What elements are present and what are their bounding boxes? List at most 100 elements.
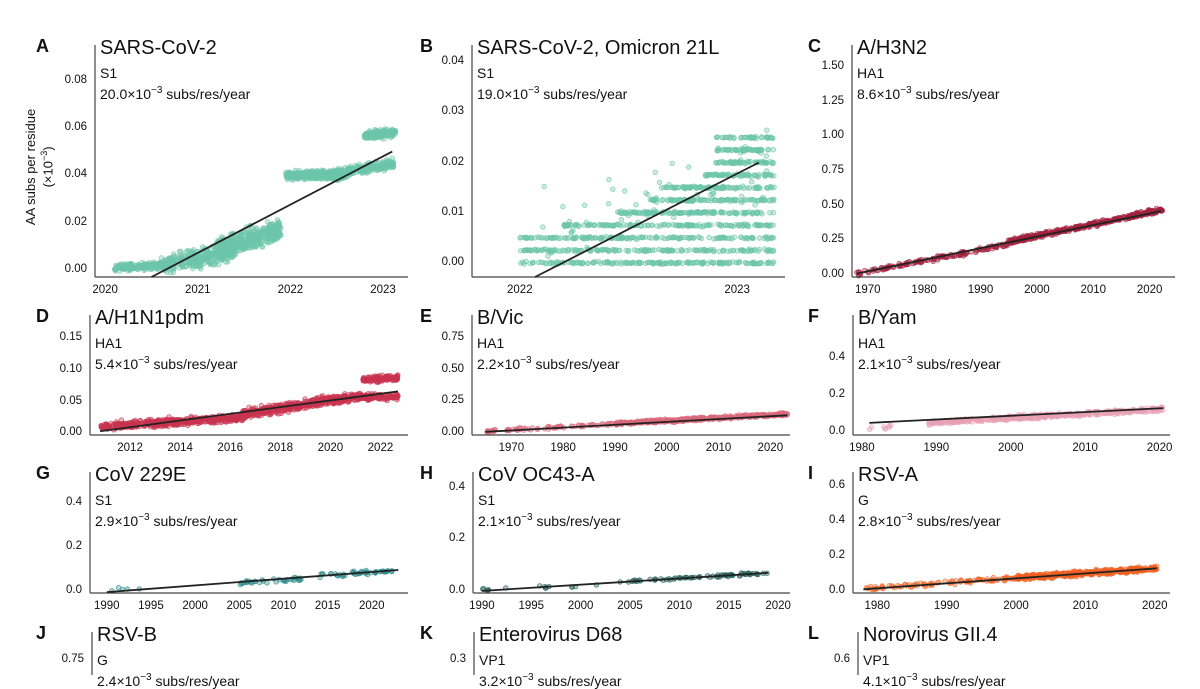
data-point — [768, 135, 773, 140]
data-point — [771, 261, 776, 266]
data-point — [524, 236, 529, 241]
data-point — [720, 173, 725, 178]
data-point — [577, 224, 582, 229]
data-point — [766, 260, 771, 265]
data-point — [389, 165, 394, 170]
data-point — [768, 211, 773, 216]
data-point — [672, 186, 677, 191]
data-point — [610, 262, 615, 267]
data-point — [687, 211, 692, 216]
data-point — [755, 211, 760, 216]
data-point — [771, 161, 776, 166]
data-point — [600, 236, 605, 241]
data-point — [667, 223, 672, 228]
data-point — [764, 169, 769, 174]
panel-B — [472, 45, 785, 277]
data-point — [746, 135, 751, 140]
data-point — [646, 192, 651, 197]
data-point — [747, 210, 752, 215]
data-point — [739, 235, 744, 240]
data-point — [697, 235, 702, 240]
data-point — [592, 260, 597, 265]
data-point — [768, 248, 773, 253]
scatter-points — [99, 373, 400, 432]
data-point — [759, 151, 764, 156]
data-point — [380, 160, 385, 165]
data-point — [541, 225, 546, 230]
data-point — [694, 224, 699, 229]
data-point — [760, 135, 765, 140]
data-point — [654, 196, 659, 201]
data-point — [626, 248, 631, 253]
data-point — [751, 136, 756, 141]
data-point — [268, 410, 273, 415]
data-point — [696, 185, 701, 190]
data-point — [686, 165, 691, 170]
data-point — [236, 244, 241, 249]
data-point — [178, 255, 183, 260]
data-point — [734, 148, 739, 153]
data-point — [611, 187, 616, 192]
data-point — [727, 261, 732, 266]
data-point — [387, 396, 392, 401]
data-point — [643, 223, 648, 228]
data-point — [747, 186, 752, 191]
panel-E — [472, 315, 790, 435]
data-point — [757, 223, 762, 228]
scatter-points — [485, 411, 790, 435]
data-point — [764, 160, 769, 165]
data-point — [738, 158, 743, 163]
data-point — [570, 230, 575, 235]
data-point — [119, 266, 124, 271]
data-point — [272, 226, 277, 231]
data-point — [606, 201, 611, 206]
data-point — [625, 261, 630, 266]
data-point — [741, 224, 746, 229]
data-point — [319, 170, 324, 175]
data-point — [658, 261, 663, 266]
data-point — [585, 261, 590, 266]
data-point — [626, 213, 631, 218]
data-point — [361, 376, 366, 381]
data-point — [574, 261, 579, 266]
scatter-points — [112, 127, 398, 275]
data-point — [697, 248, 702, 253]
trend-line — [151, 152, 392, 277]
data-point — [208, 262, 213, 267]
data-point — [233, 251, 238, 256]
data-point — [768, 173, 773, 178]
data-point — [649, 236, 654, 241]
data-point — [622, 189, 627, 194]
data-point — [681, 185, 686, 190]
data-point — [766, 148, 771, 153]
data-point — [715, 260, 720, 265]
data-point — [730, 198, 735, 203]
data-point — [712, 237, 717, 242]
data-point — [606, 260, 611, 265]
data-point — [731, 248, 736, 253]
data-point — [703, 249, 708, 254]
data-point — [759, 160, 764, 165]
data-point — [612, 223, 617, 228]
data-point — [713, 198, 718, 203]
data-point — [720, 148, 725, 153]
data-point — [628, 222, 633, 227]
trend-line — [857, 211, 1161, 273]
data-point — [621, 235, 626, 240]
data-point — [672, 215, 677, 220]
data-point — [549, 251, 554, 256]
data-point — [685, 222, 690, 227]
data-point — [159, 260, 164, 265]
data-point — [342, 394, 347, 399]
data-point — [329, 395, 334, 400]
data-point — [738, 151, 743, 156]
data-point — [535, 248, 540, 253]
data-point — [645, 213, 650, 218]
data-point — [725, 197, 730, 202]
data-point — [734, 211, 739, 216]
data-point — [277, 223, 282, 228]
data-point — [714, 160, 719, 165]
data-point — [704, 173, 709, 178]
data-point — [718, 223, 723, 228]
data-point — [606, 223, 611, 228]
